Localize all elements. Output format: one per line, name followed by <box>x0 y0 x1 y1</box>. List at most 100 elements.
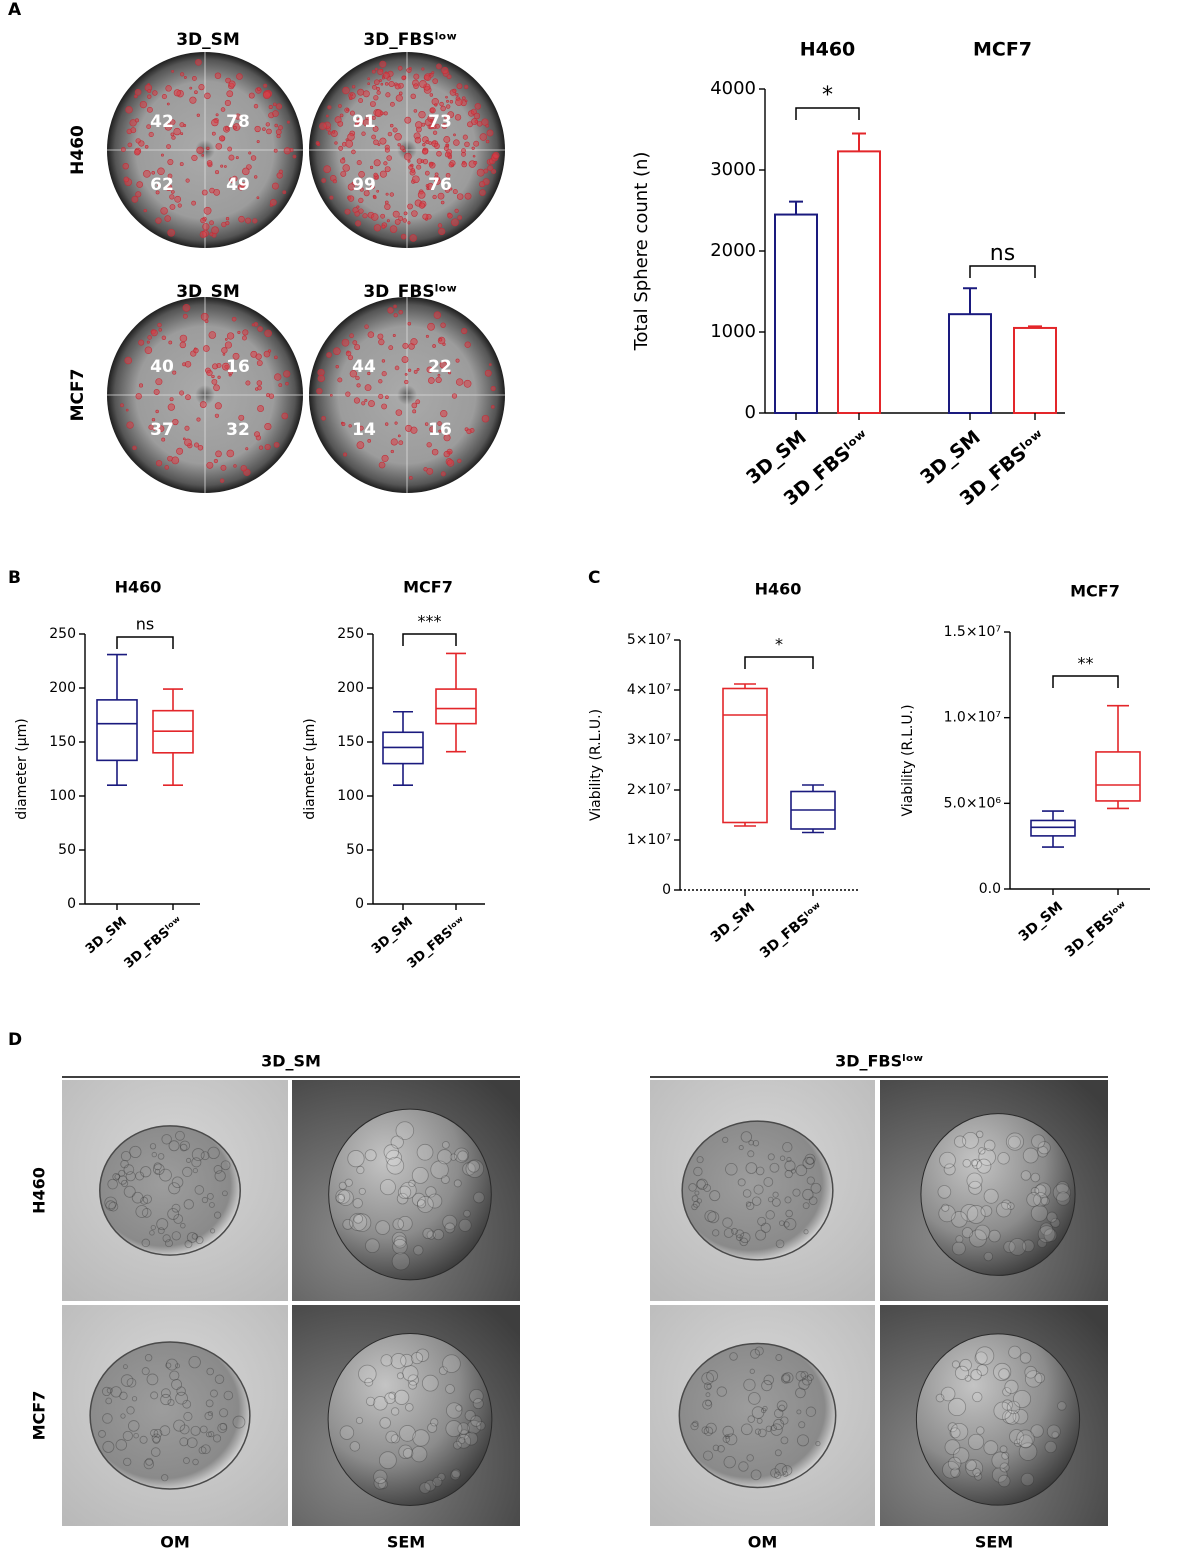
cell <box>798 1421 806 1429</box>
sphere-dot <box>146 340 150 344</box>
surface-bump <box>393 1235 407 1249</box>
sphere-dot <box>349 96 353 100</box>
sphere-dot <box>407 321 412 326</box>
cell <box>770 1423 783 1436</box>
sphere-dot <box>415 121 423 129</box>
sphere-dot <box>206 146 210 151</box>
sphere-dot <box>233 125 237 130</box>
sphere-dot <box>416 158 423 164</box>
sphere-dot <box>214 72 222 79</box>
cell <box>738 1461 749 1472</box>
surface-bump <box>379 1179 396 1196</box>
surface-bump <box>971 1158 983 1170</box>
sphere-dot <box>461 148 466 154</box>
sphere-dot <box>222 353 226 356</box>
cell <box>774 1463 788 1476</box>
x-tick-label: 3D_FBSˡᵒʷ <box>405 914 470 972</box>
sphere-dot <box>426 467 434 475</box>
sphere-dot <box>264 443 271 451</box>
surface-bump <box>993 1362 1012 1381</box>
surface-bump <box>397 1215 413 1232</box>
cell <box>693 1166 703 1177</box>
sphere-dot <box>384 147 390 153</box>
surface-bump <box>394 1389 410 1405</box>
sphere-dot <box>444 187 451 193</box>
surface-bump <box>437 1472 446 1481</box>
cell <box>797 1434 810 1447</box>
sphere-dot <box>157 183 161 187</box>
surface-bump <box>358 1364 377 1384</box>
sphere-dot <box>329 195 334 200</box>
sphere-dot <box>268 104 273 110</box>
group-header: 3D_FBSˡᵒʷ <box>835 1052 923 1071</box>
sphere-dot <box>401 75 406 81</box>
sphere-dot <box>439 101 444 107</box>
sphere-dot <box>425 183 430 188</box>
cell <box>754 1428 762 1435</box>
sphere-dot <box>456 193 464 200</box>
y-tick-label: 50 <box>58 842 76 858</box>
sphere-dot <box>452 88 457 93</box>
surface-bump <box>416 1143 434 1161</box>
cell <box>159 1425 171 1436</box>
sphere-dot <box>127 142 133 148</box>
whisker <box>802 784 824 792</box>
cell <box>722 1136 729 1144</box>
surface-bump <box>402 1365 419 1382</box>
sphere-dot <box>238 414 245 421</box>
surface-bump <box>940 1386 956 1402</box>
sphere-dot <box>211 118 219 127</box>
sphere-dot <box>251 323 255 327</box>
sphere-dot <box>273 441 280 448</box>
cell <box>191 1233 199 1240</box>
surface-bump <box>1020 1170 1032 1181</box>
error-bar <box>963 287 977 315</box>
whisker <box>107 760 127 786</box>
sphere-dot <box>446 99 449 103</box>
cell <box>776 1400 788 1412</box>
surface-bump <box>1002 1409 1017 1424</box>
cell <box>761 1380 773 1392</box>
sphere-dot <box>449 100 454 104</box>
sphere-dot <box>173 127 181 136</box>
sphere-dot <box>372 126 379 132</box>
sphere-dot <box>165 184 173 191</box>
sphere-dot <box>382 71 390 79</box>
sphere-dot <box>151 329 158 337</box>
cell <box>751 1406 765 1419</box>
sphere-dot <box>339 113 344 118</box>
sphere-dot <box>454 114 462 121</box>
sphere-dot <box>164 215 171 222</box>
surface-bump <box>458 1218 472 1232</box>
row-label: MCF7 <box>68 369 88 422</box>
surface-bump <box>998 1368 1010 1380</box>
cell <box>703 1184 711 1192</box>
row-label: H460 <box>68 125 88 175</box>
cell <box>186 1437 198 1448</box>
cell-cluster <box>678 1342 837 1489</box>
surface-bump <box>390 1407 400 1416</box>
cell <box>123 1457 132 1467</box>
sphere-dot <box>438 227 446 236</box>
surface-bump <box>379 1417 391 1429</box>
sphere-dot <box>215 143 223 150</box>
chart-title: H460 <box>115 578 162 597</box>
sphere-dot <box>347 195 355 202</box>
surface-bump <box>375 1220 390 1235</box>
cell <box>808 1196 818 1206</box>
sphere-dot <box>211 378 218 385</box>
cell <box>165 1362 172 1369</box>
cell <box>723 1455 736 1469</box>
cell <box>188 1355 201 1369</box>
cell <box>778 1220 785 1227</box>
surface-bump <box>988 1229 1001 1243</box>
quadrant-count: 37 <box>150 420 174 440</box>
panel-label: D <box>8 1030 22 1050</box>
sphere-dot <box>211 131 216 136</box>
sphere-dot <box>274 373 282 381</box>
sphere-dot <box>441 66 449 75</box>
sphere-dot <box>242 329 249 336</box>
surface-bump <box>1013 1389 1032 1409</box>
column-label: OM <box>160 1533 190 1552</box>
